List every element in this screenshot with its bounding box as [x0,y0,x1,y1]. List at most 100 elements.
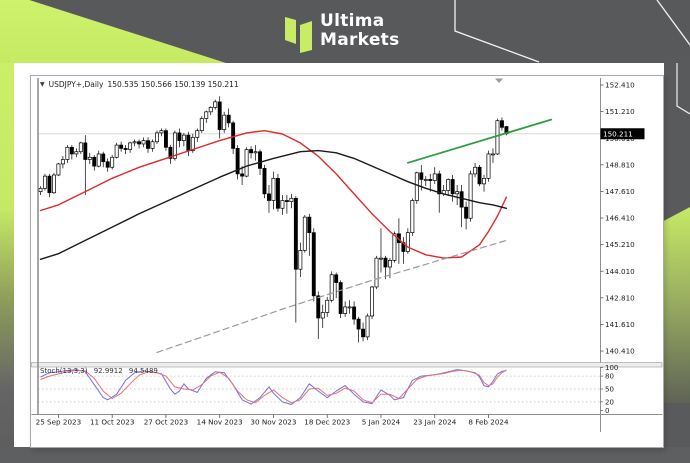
price-tick-label: 147.610 [605,187,635,196]
candle-bearish [428,179,433,181]
candle-bullish [491,153,495,156]
candle-bearish [105,161,110,168]
candle-bearish [307,216,312,234]
current-price-tag-text: 150.211 [603,130,633,139]
trendline-green [406,118,553,164]
stoch-tick-label: 100 [605,364,618,372]
candle-bearish [92,156,97,167]
candle-bullish [159,130,164,134]
stochastic-name-text: Stoch(13,3,3) [40,367,88,375]
candle-bullish [423,179,428,181]
candle-bearish [311,232,316,297]
candle-bearish [240,173,245,177]
stoch-tick-label: 80 [605,373,614,381]
candle-bearish [231,122,236,149]
date-tick-label: 5 Jan 2024 [362,418,401,427]
candle-bearish [293,197,298,270]
candle-bearish [137,141,142,145]
candle-bearish [262,168,267,195]
candle-bearish [186,134,191,151]
candle-bullish [56,163,61,176]
candle-bullish [195,130,200,138]
candle-bullish [271,177,276,201]
candle-bearish [437,173,442,195]
date-tick-label: 8 Feb 2024 [468,418,509,427]
candle-bullish [455,191,460,195]
candle-bearish [499,120,504,128]
candle-bearish [249,149,254,154]
candle-bullish [405,232,410,252]
candle-bullish [208,107,213,113]
candle-bearish [168,146,173,159]
candle-bullish [38,187,43,192]
candle-bearish [334,274,339,283]
price-tick-label: 152.410 [605,81,635,90]
ultima-markets-logo-icon [285,17,312,53]
pane-splitter[interactable] [31,362,663,368]
current-price-tag [600,128,645,140]
candle-bearish [477,166,482,185]
candle-bullish [87,156,92,160]
candle-bullish [379,257,383,260]
stochastic-k-line [40,369,507,405]
candle-bullish [392,233,397,261]
candle-bullish [65,146,70,160]
candle-bearish [163,130,168,148]
symbol-timeframe-text: USDJPY+,Daily [48,80,104,89]
candle-bullish [172,132,177,159]
price-chart[interactable]: 152.410151.210150.010148.810147.610146.4… [31,76,663,447]
candle-bullish [446,179,451,191]
date-tick-label: 27 Oct 2023 [144,418,188,427]
candle-bearish [316,295,321,319]
stoch-tick-label: 50 [605,386,614,394]
chart-window[interactable]: 152.410151.210150.010148.810147.610146.4… [30,75,664,448]
candle-bullish [302,216,307,251]
candle-bearish [352,306,357,320]
candle-bullish [468,173,473,219]
candle-bearish [267,193,271,201]
stoch-tick-label: 0 [605,407,609,415]
candle-bullish [222,114,227,130]
brand-wordmark: Ultima Markets [320,12,400,50]
price-tick-label: 148.810 [605,160,635,169]
date-tick-label: 30 Nov 2023 [250,418,296,427]
candle-bullish [132,141,137,144]
candle-bearish [101,153,106,163]
candle-bullish [128,142,133,150]
candle-bullish [60,159,65,165]
candle-bearish [284,200,289,202]
candle-bullish [473,166,478,175]
candle-bearish [83,142,88,160]
candle-bearish [119,144,124,149]
candle-bullish [486,153,491,179]
decor-right-strip-green [664,207,690,403]
price-tick-label: 144.010 [605,267,635,276]
date-tick-label: 14 Nov 2023 [197,418,243,427]
candle-bullish [329,274,334,301]
candle-bearish [419,172,424,180]
candle-bullish [347,306,352,309]
brand-line2: Markets [320,30,400,50]
candle-bullish [51,174,56,194]
chart-shift-marker-icon[interactable] [495,78,503,84]
date-tick-label: 18 Dec 2023 [304,418,350,427]
candle-bullish [181,134,186,141]
candle-bullish [199,118,204,132]
candle-bullish [155,132,159,143]
ma-slow-black [39,149,508,260]
candle-bullish [204,111,209,119]
candle-bearish [356,318,361,330]
candle-bearish [217,101,222,130]
stochastic-label: Stoch(13,3,3) 92.9912 94.5489 [40,367,162,375]
candle-bullish [78,142,83,153]
candle-bullish [365,315,370,338]
candle-bearish [123,148,128,150]
candle-bullish [289,197,294,202]
candle-bearish [383,257,388,268]
candle-bearish [450,179,455,195]
decor-left-strip [0,63,14,447]
candle-bearish [235,148,240,175]
collapse-arrow-icon[interactable]: ▼ [40,81,45,88]
candle-bullish [410,200,415,234]
candle-bullish [74,151,79,155]
